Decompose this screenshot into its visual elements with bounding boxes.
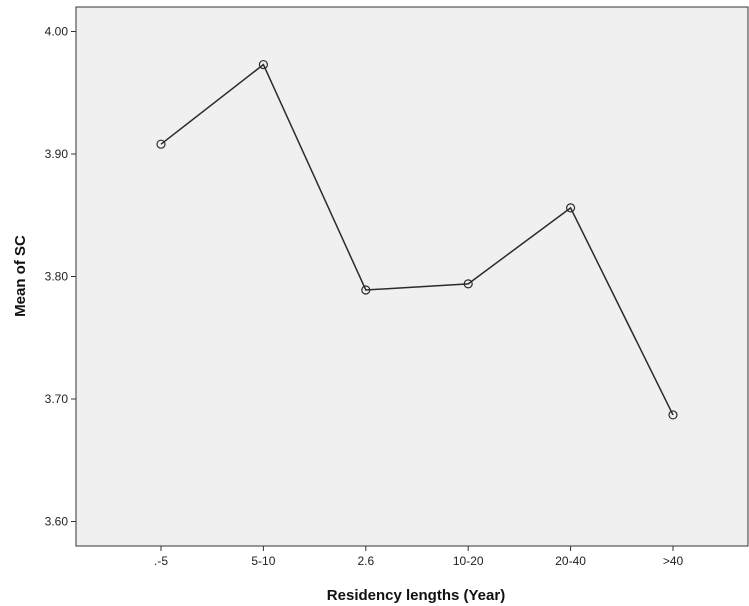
x-axis: .-5 5-10 2.6 10-20 20-40 >40: [154, 546, 684, 568]
y-tick-label: 3.90: [45, 147, 69, 161]
series-line: [160, 63, 674, 416]
y-tick-label: 3.80: [45, 270, 69, 284]
x-axis-title: Residency lengths (Year): [327, 587, 505, 604]
data-point: [156, 139, 166, 149]
x-tick-label: 20-40: [555, 554, 586, 568]
data-point: [361, 285, 371, 295]
x-tick-label: .-5: [154, 554, 168, 568]
x-tick-label: 5-10: [251, 554, 275, 568]
data-point: [463, 279, 473, 289]
data-point: [258, 59, 268, 70]
y-tick-label: 3.60: [45, 515, 69, 529]
data-point: [668, 410, 678, 420]
plot-area: [75, 6, 749, 547]
x-tick-label: 2.6: [357, 554, 374, 568]
y-tick-label: 3.70: [45, 392, 69, 406]
y-axis: 3.60 3.70 3.80 3.90 4.00: [45, 25, 76, 529]
x-tick-label: >40: [663, 554, 684, 568]
data-point: [565, 203, 576, 213]
y-axis-title: Mean of SC: [12, 235, 29, 317]
series-group: [156, 59, 678, 420]
y-tick-label: 4.00: [45, 25, 69, 39]
x-tick-label: 10-20: [453, 554, 484, 568]
